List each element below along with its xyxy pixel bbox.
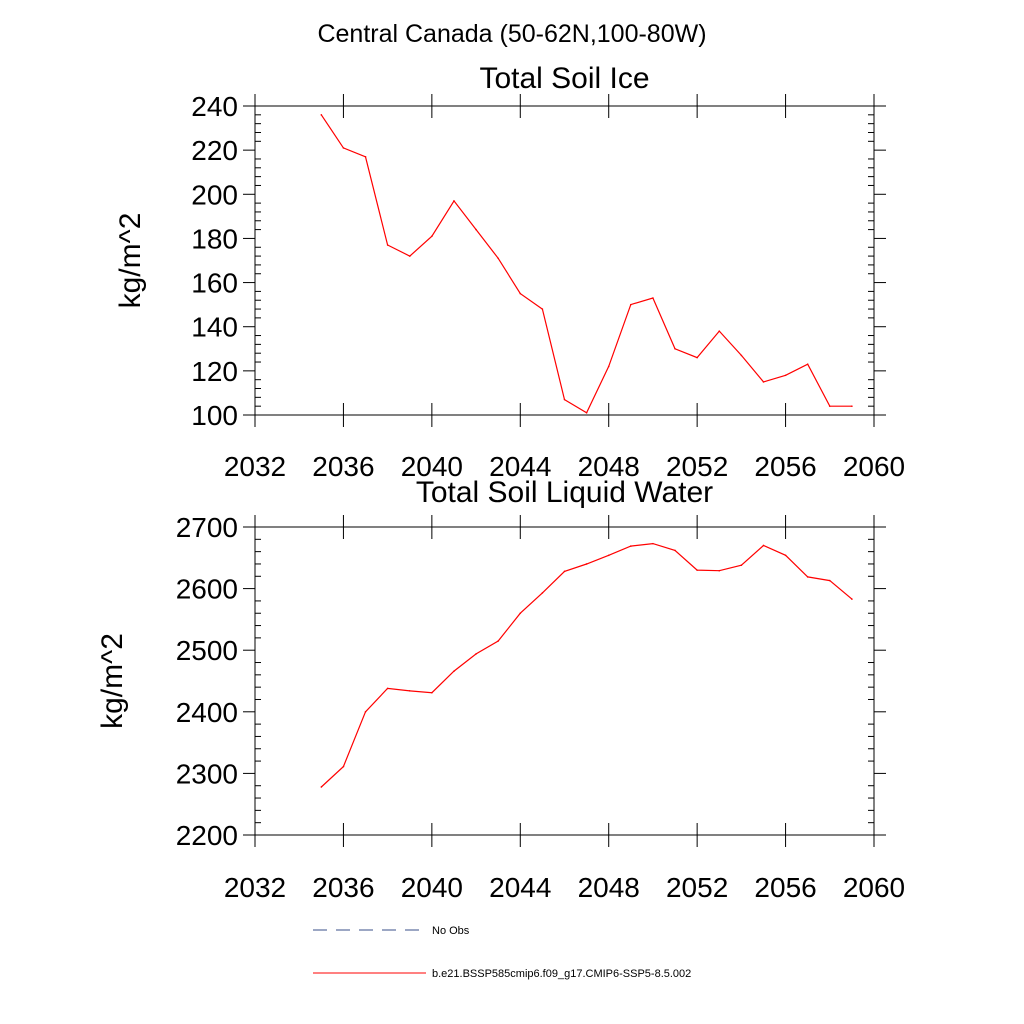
chart-panel-2: Total Soil Liquid Water kg/m^2 2032 2036 204…: [96, 476, 905, 903]
x-tick-label: 2032: [224, 872, 286, 903]
x-tick-label: 2036: [312, 872, 374, 903]
chart-panels: Total Soil Ice kg/m^2 2032 2036 2040 2044 2048…: [96, 62, 905, 903]
data-point: [475, 228, 477, 231]
y-tick-label: 2300: [176, 758, 238, 789]
data-point: [453, 200, 455, 202]
panel-title: Total Soil Liquid Water: [416, 476, 713, 509]
data-point: [585, 411, 588, 414]
y-tick-label: 200: [191, 179, 238, 210]
data-point: [674, 347, 676, 350]
x-tick-label: 2048: [578, 872, 640, 903]
y-tick-label: 2400: [176, 697, 238, 728]
x-tick-label: 2052: [666, 872, 728, 903]
x-tick-label: 2060: [843, 451, 905, 482]
data-point: [652, 542, 654, 545]
x-tick-label: 2052: [666, 451, 728, 482]
data-point: [784, 554, 787, 557]
y-tick-label: 220: [191, 135, 238, 166]
x-tick-label: 2040: [401, 872, 463, 903]
legend-item-1: No Obs: [313, 925, 470, 937]
x-tick-label: 2036: [312, 451, 374, 482]
data-point: [342, 147, 345, 149]
legend: No Obs b.e21.BSSP585cmip6.f09_g17.CMIP6-S…: [313, 925, 691, 980]
series-line: [320, 114, 852, 414]
y-tick-label: 240: [191, 91, 238, 122]
y-tick-label: 120: [191, 356, 238, 387]
data-point: [563, 398, 566, 401]
x-tick-label: 2048: [578, 451, 640, 482]
data-point: [607, 365, 610, 368]
data-point: [828, 579, 831, 582]
y-axis-label: kg/m^2: [96, 633, 129, 729]
data-point: [497, 257, 499, 260]
data-point: [718, 330, 721, 332]
legend-item-2: b.e21.BSSP585cmip6.f09_g17.CMIP6-SSP5-8.…: [313, 968, 691, 980]
legend-label: No Obs: [432, 925, 470, 937]
data-point: [696, 569, 698, 571]
data-point: [541, 592, 544, 594]
x-tick-label: 2056: [754, 451, 816, 482]
data-point: [851, 405, 853, 407]
data-point: [806, 363, 809, 366]
data-point: [541, 308, 544, 310]
chart-panel-1: Total Soil Ice kg/m^2 2032 2036 2040 2044 2048…: [114, 62, 905, 482]
data-point: [431, 691, 433, 694]
y-axis-label: kg/m^2: [114, 213, 147, 309]
data-point: [762, 381, 765, 383]
y-tick-label: 140: [191, 312, 238, 343]
data-point: [408, 255, 411, 257]
data-point: [696, 356, 698, 359]
x-tick-label: 2040: [401, 451, 463, 482]
figure-suptitle: Central Canada (50-62N,100-80W): [317, 20, 706, 48]
data-point: [364, 155, 367, 158]
data-point: [320, 114, 323, 116]
data-point: [652, 297, 654, 299]
data-point: [453, 670, 455, 672]
data-point: [740, 354, 743, 357]
data-point: [607, 554, 610, 557]
data-point: [851, 598, 853, 600]
x-tick-label: 2044: [489, 872, 551, 903]
x-tick-label: 2032: [224, 451, 286, 482]
data-point: [431, 235, 433, 238]
y-tick-label: 2700: [176, 512, 238, 543]
y-tick-label: 2200: [176, 820, 238, 851]
data-point: [563, 570, 566, 573]
y-tick-label: 2500: [176, 635, 238, 666]
legend-label: b.e21.BSSP585cmip6.f09_g17.CMIP6-SSP5-8.…: [432, 968, 691, 980]
series-line: [320, 542, 853, 788]
data-point: [784, 374, 787, 377]
data-point: [364, 711, 367, 713]
y-tick-label: 100: [191, 400, 238, 431]
y-tick-label: 180: [191, 223, 238, 254]
data-point: [386, 244, 389, 246]
data-point: [674, 549, 676, 552]
data-point: [740, 564, 743, 566]
data-point: [342, 765, 345, 768]
data-point: [497, 640, 499, 642]
data-point: [828, 405, 831, 407]
x-tick-label: 2060: [843, 872, 905, 903]
y-tick-label: 2600: [176, 574, 238, 605]
data-point: [408, 690, 411, 692]
plot-frame: [254, 526, 875, 836]
data-point: [519, 612, 522, 615]
data-point: [475, 653, 477, 655]
x-tick-label: 2044: [489, 451, 551, 482]
data-point: [585, 563, 588, 565]
data-point: [762, 544, 765, 547]
data-point: [630, 303, 632, 306]
plot-frame: [254, 105, 875, 416]
data-point: [718, 569, 721, 572]
data-point: [320, 786, 323, 788]
data-point: [806, 576, 809, 578]
x-tick-label: 2056: [754, 872, 816, 903]
data-point: [519, 292, 522, 295]
data-point: [630, 545, 632, 547]
y-tick-label: 160: [191, 268, 238, 299]
panel-title: Total Soil Ice: [479, 62, 649, 95]
data-point: [386, 687, 389, 690]
